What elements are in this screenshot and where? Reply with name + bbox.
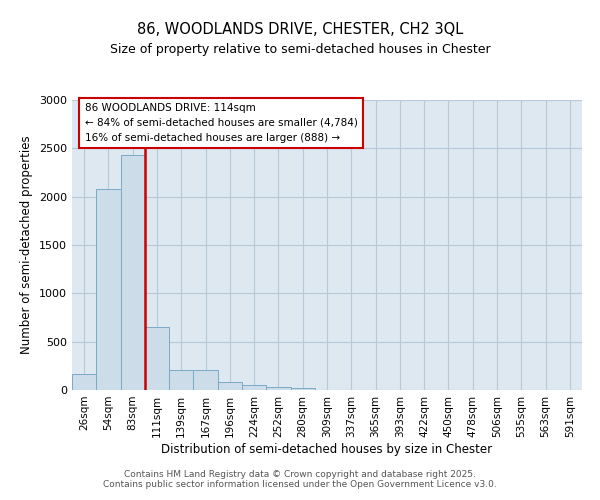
Text: 86, WOODLANDS DRIVE, CHESTER, CH2 3QL: 86, WOODLANDS DRIVE, CHESTER, CH2 3QL <box>137 22 463 38</box>
Y-axis label: Number of semi-detached properties: Number of semi-detached properties <box>20 136 34 354</box>
Bar <box>169 370 193 390</box>
Bar <box>72 374 96 390</box>
Text: Contains HM Land Registry data © Crown copyright and database right 2025.
Contai: Contains HM Land Registry data © Crown c… <box>103 470 497 489</box>
X-axis label: Distribution of semi-detached houses by size in Chester: Distribution of semi-detached houses by … <box>161 442 493 456</box>
Text: 86 WOODLANDS DRIVE: 114sqm
← 84% of semi-detached houses are smaller (4,784)
16%: 86 WOODLANDS DRIVE: 114sqm ← 84% of semi… <box>85 103 358 142</box>
Bar <box>193 370 218 390</box>
Bar <box>218 382 242 390</box>
Bar <box>96 189 121 390</box>
Bar <box>145 327 169 390</box>
Bar <box>242 384 266 390</box>
Bar <box>290 388 315 390</box>
Text: Size of property relative to semi-detached houses in Chester: Size of property relative to semi-detach… <box>110 42 490 56</box>
Bar <box>266 387 290 390</box>
Bar <box>121 155 145 390</box>
